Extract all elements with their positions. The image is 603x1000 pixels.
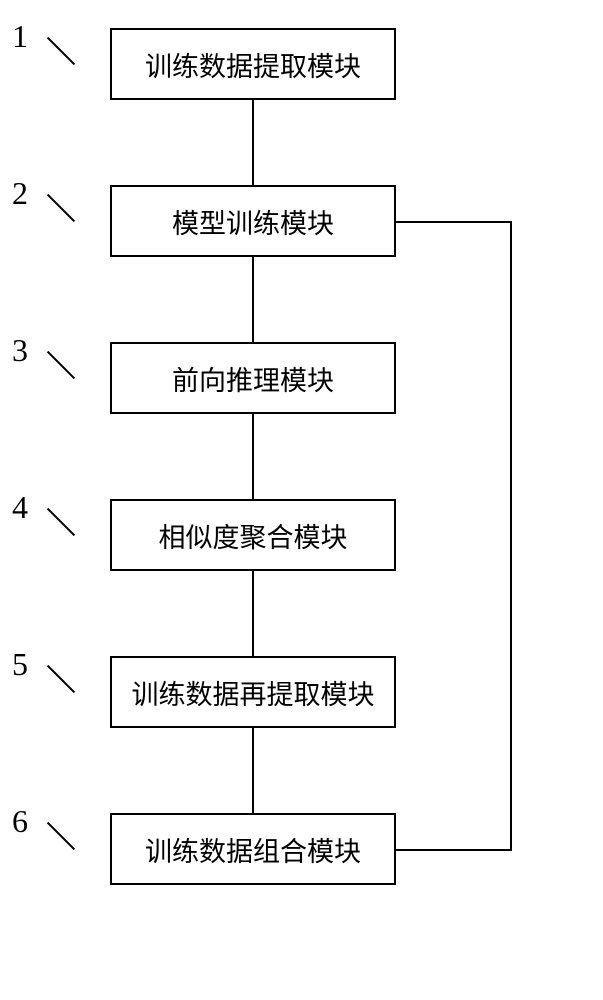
feedback-edge-segment <box>396 221 512 223</box>
node-label: 前向推理模块 <box>172 359 334 398</box>
leader-line <box>47 37 75 65</box>
flowchart-node-n6: 训练数据组合模块 <box>110 813 396 885</box>
feedback-edge-segment <box>396 849 510 851</box>
node-number-n3: 3 <box>12 332 28 369</box>
node-label: 训练数据提取模块 <box>145 45 361 84</box>
edge-n5-n6 <box>252 728 254 813</box>
node-label: 模型训练模块 <box>172 202 334 241</box>
feedback-edge-segment <box>510 221 512 851</box>
node-number-n1: 1 <box>12 18 28 55</box>
flowchart-node-n3: 前向推理模块 <box>110 342 396 414</box>
edge-n3-n4 <box>252 414 254 499</box>
leader-line <box>47 508 75 536</box>
flowchart-diagram: 训练数据提取模块 1 模型训练模块 2 前向推理模块 3 相似度聚合模块 4 训练数据再提取模块… <box>0 0 603 1000</box>
node-number-n2: 2 <box>12 175 28 212</box>
leader-line <box>47 822 75 850</box>
flowchart-node-n5: 训练数据再提取模块 <box>110 656 396 728</box>
node-number-n5: 5 <box>12 646 28 683</box>
edge-n1-n2 <box>252 100 254 185</box>
flowchart-node-n4: 相似度聚合模块 <box>110 499 396 571</box>
node-number-n4: 4 <box>12 489 28 526</box>
leader-line <box>47 665 75 693</box>
edge-n4-n5 <box>252 571 254 656</box>
flowchart-node-n2: 模型训练模块 <box>110 185 396 257</box>
leader-line <box>47 194 75 222</box>
node-label: 训练数据再提取模块 <box>132 673 375 712</box>
flowchart-node-n1: 训练数据提取模块 <box>110 28 396 100</box>
edge-n2-n3 <box>252 257 254 342</box>
node-label: 相似度聚合模块 <box>159 516 348 555</box>
node-number-n6: 6 <box>12 803 28 840</box>
node-label: 训练数据组合模块 <box>145 830 361 869</box>
leader-line <box>47 351 75 379</box>
